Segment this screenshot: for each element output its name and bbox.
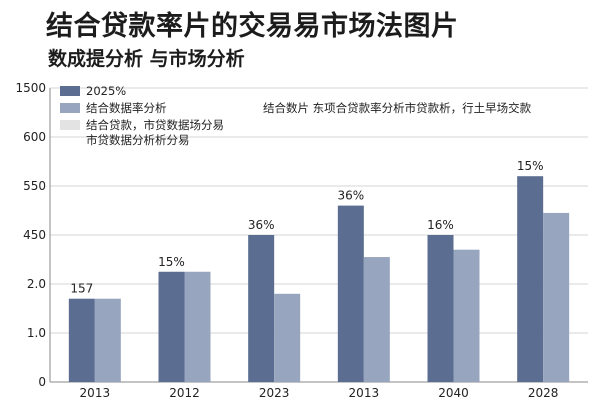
bar-secondary: [94, 298, 121, 382]
bar-secondary: [274, 293, 301, 382]
x-tick-label: 2040: [438, 386, 469, 400]
x-tick-label: 2013: [349, 386, 380, 400]
data-label: 15%: [517, 159, 544, 173]
x-tick-label: 2012: [169, 386, 200, 400]
y-tick-label: 450: [23, 228, 46, 242]
bar-primary: [337, 205, 364, 382]
legend-swatch: [60, 103, 80, 113]
bar-secondary: [453, 249, 480, 382]
y-tick-label: 600: [23, 130, 46, 144]
chart-title: 结合贷款率片的交易易市场法图片: [46, 11, 459, 42]
bar-primary: [68, 298, 95, 382]
bar-secondary: [543, 212, 570, 382]
legend-label: 市贷数据分析析分易: [86, 133, 190, 147]
bar-secondary: [184, 271, 211, 382]
chart-subtitle: 数成提分析 与市场分析: [48, 48, 245, 70]
x-tick-label: 2028: [528, 386, 559, 400]
x-tick-label: 2023: [259, 386, 290, 400]
y-tick-label: 1500: [15, 81, 46, 95]
data-label: 16%: [427, 218, 454, 232]
legend-label: 结合贷款，市贷数据场分易: [86, 118, 224, 132]
bar-primary: [158, 271, 185, 382]
bar-primary: [248, 235, 275, 382]
chart-annotation: 结合数片 东项合贷款率分析市贷款析，行土早场交款: [263, 101, 532, 115]
legend-label: 结合数据率分析: [86, 101, 167, 115]
bar-secondary: [363, 257, 390, 382]
legend-swatch: [60, 86, 80, 96]
y-tick-label: 1.0: [27, 326, 46, 340]
legend-label: 2025%: [86, 84, 126, 98]
bar-primary: [427, 235, 454, 382]
x-tick-label: 2013: [80, 386, 111, 400]
data-label: 36%: [248, 218, 275, 232]
bar-primary: [517, 176, 544, 382]
data-label: 36%: [337, 189, 364, 203]
y-tick-label: 2.0: [27, 277, 46, 291]
y-tick-label: 550: [23, 179, 46, 193]
legend-swatch: [60, 120, 80, 130]
data-label: 157: [70, 282, 93, 296]
y-tick-label: 0: [38, 375, 46, 389]
data-label: 15%: [158, 255, 185, 269]
